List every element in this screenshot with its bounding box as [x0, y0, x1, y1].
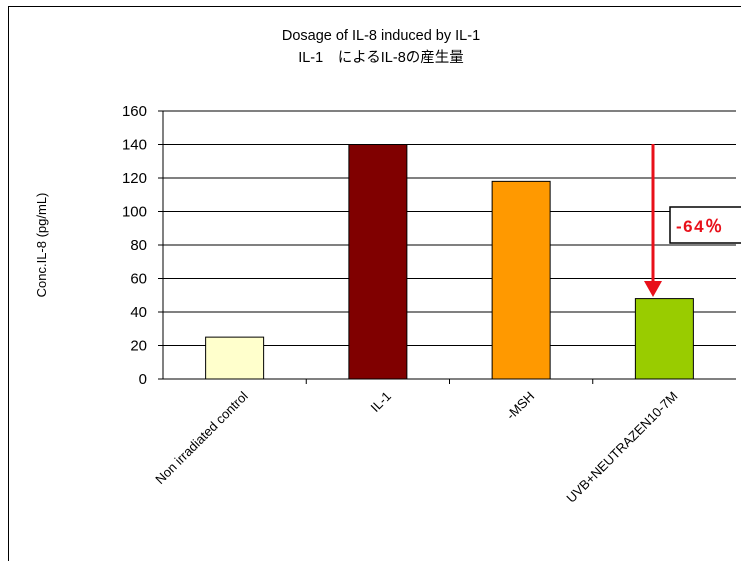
- y-axis-label: Conc.IL-8 (pg/mL): [34, 193, 49, 298]
- bar: [491, 180, 551, 380]
- axes: [162, 111, 736, 384]
- bar: [205, 336, 265, 380]
- y-tick-label: 120: [122, 170, 147, 187]
- y-tick-label: 20: [130, 338, 147, 355]
- reduction-arrow-head: [644, 281, 662, 297]
- y-tick-label: 40: [130, 304, 147, 321]
- y-tick-label: 140: [122, 137, 147, 154]
- bar: [634, 298, 694, 380]
- y-tick-label: 0: [139, 371, 147, 388]
- y-tick-label: 80: [130, 237, 147, 254]
- x-category-label: UVB+NEUTRAZEN10-7M: [563, 389, 680, 506]
- reduction-annotation: -64％: [644, 144, 741, 297]
- bars: [205, 144, 694, 380]
- bar: [348, 144, 408, 380]
- reduction-label: -64％: [676, 217, 724, 236]
- y-tick-label: 60: [130, 271, 147, 288]
- y-tick-label: 100: [122, 204, 147, 221]
- x-category-label: -MSH: [503, 389, 537, 423]
- y-tick-labels: 0 20 40 60 80 100 120 140 160: [122, 103, 147, 388]
- reduction-box: [669, 206, 741, 244]
- chart-title: Dosage of IL-8 induced by IL-1: [282, 28, 480, 44]
- x-category-labels: Non irradiated control IL-1 -MSH UVB+NEUTRA…: [152, 388, 680, 505]
- chart-subtitle: IL-1 によるIL-8の産生量: [298, 49, 464, 66]
- chart-frame: [8, 6, 741, 561]
- x-category-label: Non irradiated control: [152, 388, 251, 487]
- x-category-label: IL-1: [368, 389, 394, 415]
- y-tick-label: 160: [122, 103, 147, 120]
